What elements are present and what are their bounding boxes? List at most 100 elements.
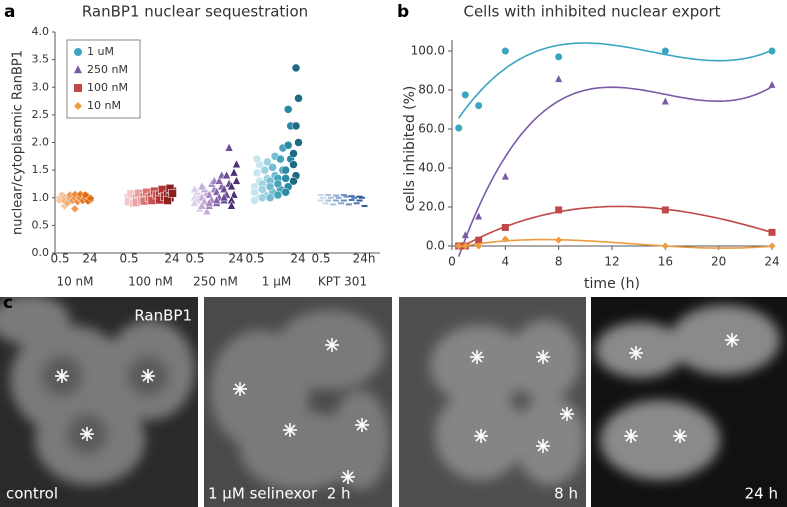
micrograph xyxy=(399,297,586,507)
data-point xyxy=(338,202,345,205)
data-point xyxy=(555,206,563,214)
data-point xyxy=(348,198,355,201)
data-point xyxy=(168,189,177,198)
data-point xyxy=(343,195,350,198)
panel-label: c xyxy=(3,293,13,313)
trend-line xyxy=(457,85,773,257)
data-point xyxy=(273,179,283,189)
data-point xyxy=(250,196,259,205)
x-axis-label: time (h) xyxy=(584,276,640,292)
image-label: RanBP1 xyxy=(134,307,192,325)
time-label: 0.5 xyxy=(245,252,264,266)
data-point xyxy=(768,80,776,88)
legend-label: 10 nM xyxy=(87,99,121,112)
trend-line xyxy=(458,238,773,249)
group-label: 1 µM xyxy=(262,275,291,289)
data-point xyxy=(661,206,669,214)
data-point xyxy=(361,205,368,208)
data-point xyxy=(353,202,360,205)
data-point xyxy=(327,196,334,199)
group-label: 250 nM xyxy=(193,275,238,289)
data-point xyxy=(501,47,509,55)
data-point xyxy=(475,212,483,220)
x-tick-label: 0 xyxy=(448,255,456,269)
data-point xyxy=(252,154,262,164)
y-tick-label: 3.0 xyxy=(32,80,50,93)
data-point xyxy=(340,199,347,202)
micrograph xyxy=(204,297,392,507)
x-tick-label: 24 xyxy=(764,255,779,269)
y-tick-label: 40.0 xyxy=(418,161,445,175)
data-point xyxy=(86,193,95,203)
data-point xyxy=(283,141,293,150)
data-point xyxy=(340,193,347,196)
data-point xyxy=(475,102,483,110)
data-point xyxy=(265,193,275,202)
data-point xyxy=(294,94,303,103)
data-point xyxy=(268,163,277,172)
y-tick-label: 2.0 xyxy=(32,136,50,149)
y-tick-label: 20.0 xyxy=(418,200,445,214)
x-tick-label: 20 xyxy=(711,255,726,269)
micrograph xyxy=(0,297,198,507)
data-point xyxy=(265,182,275,191)
data-point xyxy=(359,196,365,199)
data-point xyxy=(202,206,212,216)
legend-label: 1 uM xyxy=(87,45,114,58)
data-point xyxy=(232,175,241,185)
time-label: 0.5 xyxy=(311,252,330,266)
panel-label: a xyxy=(4,2,15,22)
data-point xyxy=(289,176,298,186)
data-point xyxy=(333,199,340,202)
data-point xyxy=(351,196,358,199)
legend-marker xyxy=(74,65,82,74)
data-point xyxy=(252,168,262,178)
chart-title: Cells with inhibited nuclear export xyxy=(463,3,720,21)
x-tick-label: 4 xyxy=(502,255,510,269)
data-point xyxy=(461,91,469,99)
data-point xyxy=(555,75,563,83)
data-point xyxy=(661,97,669,105)
data-point xyxy=(197,200,207,210)
group-label: 10 nM xyxy=(56,275,93,289)
data-point xyxy=(232,159,241,169)
time-label: 0.5 xyxy=(119,252,138,266)
image-label: 8 h xyxy=(554,485,578,503)
data-point xyxy=(317,199,324,202)
time-label: 0.5 xyxy=(50,252,69,266)
data-point xyxy=(461,231,469,239)
y-tick-label: 1.5 xyxy=(32,163,50,176)
y-axis-label: nuclear/cytoplasmic RanBP1 xyxy=(11,50,26,235)
data-point xyxy=(317,193,324,196)
data-point xyxy=(204,197,214,207)
data-point xyxy=(197,181,207,191)
data-point xyxy=(212,195,222,204)
data-point xyxy=(455,124,463,132)
group-label: 100 nM xyxy=(128,275,173,289)
y-tick-label: 2.5 xyxy=(32,108,50,121)
y-tick-label: 0.0 xyxy=(426,239,445,253)
data-point xyxy=(320,196,326,199)
data-point xyxy=(190,197,199,207)
data-point xyxy=(768,228,776,236)
x-tick-label: 16 xyxy=(658,255,673,269)
trend-line xyxy=(458,205,773,250)
data-point xyxy=(356,199,363,202)
y-axis-label: cells inhibited (%) xyxy=(402,86,418,212)
data-point xyxy=(501,223,509,231)
data-point xyxy=(325,199,332,202)
data-point xyxy=(70,204,80,214)
legend-marker xyxy=(74,102,82,110)
data-point xyxy=(322,202,329,205)
data-point xyxy=(661,47,669,55)
data-point xyxy=(325,193,332,196)
data-point xyxy=(250,187,259,197)
data-point xyxy=(475,236,483,244)
legend-marker xyxy=(74,84,82,92)
data-point xyxy=(229,167,239,177)
data-point xyxy=(294,138,303,147)
data-point xyxy=(214,175,224,185)
data-point xyxy=(455,242,463,250)
y-tick-label: 100.0 xyxy=(411,44,445,58)
data-point xyxy=(768,47,776,55)
